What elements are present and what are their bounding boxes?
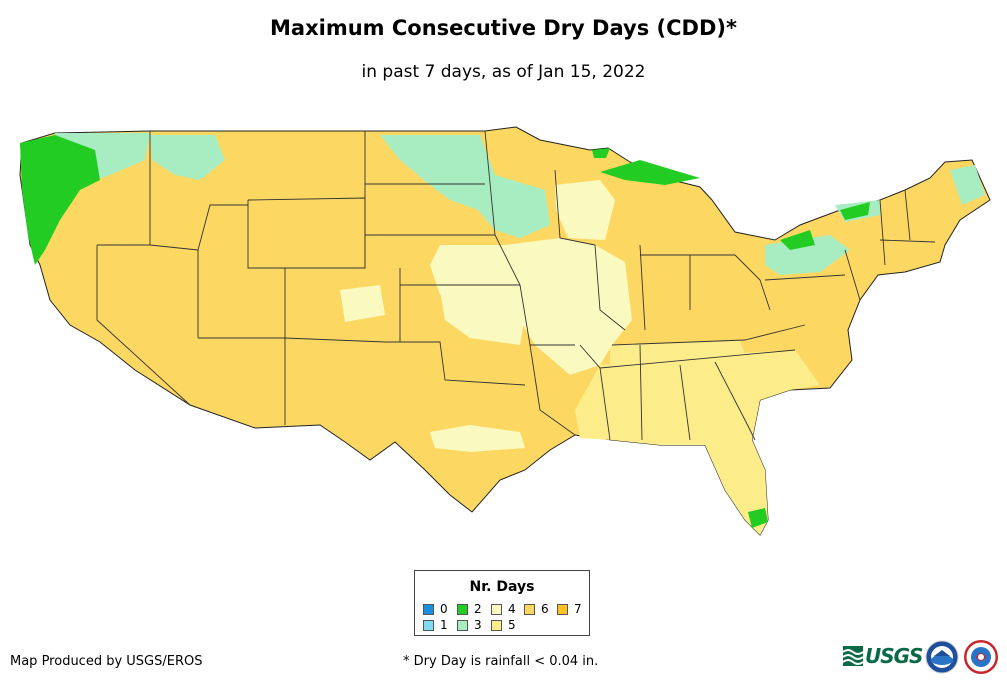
maine-region-3-days — [950, 165, 985, 205]
nws-seal-icon — [964, 640, 998, 674]
legend-item-6: 6 — [524, 602, 549, 616]
legend-item-4: 4 — [491, 602, 516, 616]
legend-label-3: 3 — [474, 618, 482, 632]
pacific-northwest-region-2-days — [20, 135, 100, 265]
dakotas-region-3-days — [380, 135, 550, 238]
map-credit: Map Produced by USGS/EROS — [10, 654, 203, 669]
legend-swatch-5 — [491, 619, 502, 631]
legend-item-5: 5 — [491, 618, 516, 632]
midwest-region-4-days — [430, 238, 632, 375]
legend-swatch-4 — [491, 603, 502, 615]
legend-label-5: 5 — [508, 618, 516, 632]
map-title: Maximum Consecutive Dry Days (CDD)* — [270, 16, 737, 40]
legend-item-2: 2 — [457, 602, 482, 616]
map-subtitle: in past 7 days, as of Jan 15, 2022 — [361, 62, 646, 82]
dry-day-footnote: * Dry Day is rainfall < 0.04 in. — [403, 654, 599, 669]
usgs-wordmark: USGS — [865, 644, 923, 668]
tennessee-region-5-days — [610, 340, 745, 368]
legend-swatch-2 — [457, 603, 468, 615]
map-legend: Nr. Days 0 1 2 3 4 5 6 7 — [414, 570, 590, 636]
montana-region-3-days — [150, 135, 225, 180]
usgs-wave-icon — [843, 646, 863, 666]
wisconsin-patch-4-days — [555, 180, 615, 240]
legend-item-7: 7 — [557, 602, 582, 616]
legend-swatch-6 — [524, 603, 535, 615]
north-dakota-region-2-days — [592, 148, 610, 158]
legend-label-0: 0 — [440, 602, 448, 616]
legend-label-1: 1 — [440, 618, 448, 632]
agency-logos: USGS — [843, 638, 1001, 678]
legend-label-2: 2 — [474, 602, 482, 616]
southeast-region-5-days — [575, 350, 820, 535]
oklahoma-patch-4-days — [440, 290, 525, 345]
legend-label-7: 7 — [574, 602, 582, 616]
colorado-patch-4-days — [340, 285, 385, 322]
state-boundaries — [96, 130, 936, 441]
florida-tip-region-2-days — [748, 508, 768, 528]
legend-item-1: 1 — [423, 618, 448, 632]
upper-michigan-region-2-days — [600, 160, 700, 185]
usgs-logo: USGS — [843, 644, 923, 668]
new-york-east-region-2-days — [840, 202, 870, 220]
legend-label-6: 6 — [541, 602, 549, 616]
texas-patch-4-days — [430, 425, 525, 452]
legend-item-3: 3 — [457, 618, 482, 632]
legend-swatch-0 — [423, 603, 434, 615]
legend-swatch-3 — [457, 619, 468, 631]
legend-swatch-1 — [423, 619, 434, 631]
noaa-seal-icon — [925, 640, 959, 674]
legend-item-0: 0 — [423, 602, 448, 616]
us-dry-days-map — [19, 126, 991, 536]
legend-swatch-7 — [557, 603, 568, 615]
new-york-region-2-days — [780, 230, 815, 250]
legend-title: Nr. Days — [469, 579, 535, 595]
legend-label-4: 4 — [508, 602, 516, 616]
